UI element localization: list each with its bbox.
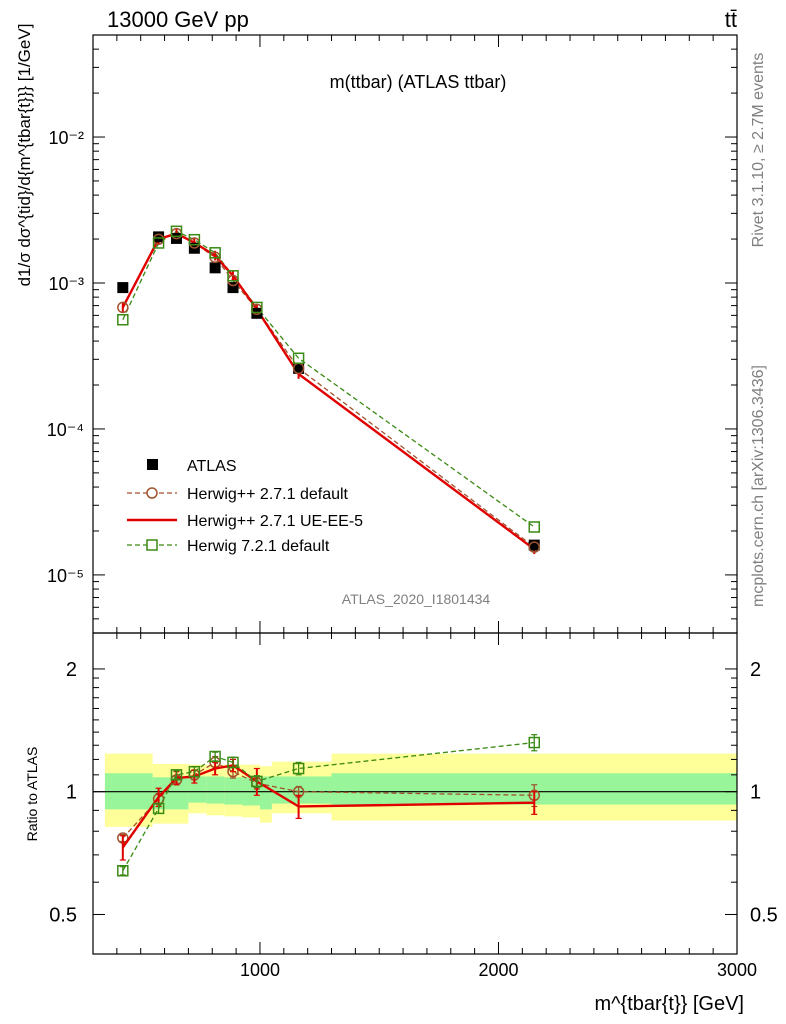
process-label: tt̄: [725, 7, 737, 32]
ratio-axis-ticks: 1000 2000 3000 0.5 0.5 1 1 2 2: [49, 633, 778, 980]
x-tick-label: 1000: [240, 960, 280, 980]
legend-label-herwig-721-default: Herwig 7.2.1 default: [187, 538, 330, 555]
legend-label-herwig-271-default: Herwig++ 2.7.1 default: [187, 486, 349, 503]
ratio-point: [528, 736, 541, 749]
ratio-point: [188, 765, 201, 778]
ratio-point: [117, 865, 129, 877]
x-axis-label: m^{tbar{t}} [GeV]: [595, 993, 744, 1015]
y-tick-label: 1: [66, 782, 77, 804]
y-tick-label-right: 2: [750, 659, 761, 681]
y-tick-label: 10⁻²: [48, 128, 84, 148]
main-y-axis-label: d1/σ dσ^{tid}/d{m^{tbar{t}}} [1/GeV]: [15, 24, 34, 287]
uncertainty-band-inner: [259, 776, 272, 810]
data-point: [528, 539, 540, 551]
energy-label: 13000 GeV pp: [107, 7, 249, 32]
legend-label-herwig-271-ueee5: Herwig++ 2.7.1 UE-EE-5: [187, 513, 363, 530]
y-tick-label: 10⁻⁴: [47, 420, 84, 440]
data-point: [227, 282, 239, 294]
legend-label-atlas: ATLAS: [187, 458, 237, 475]
legend-marker-atlas: [147, 459, 158, 470]
data-point: [152, 237, 165, 249]
ratio-point: [292, 762, 305, 775]
data-point: [293, 362, 305, 374]
x-tick-label: 2000: [478, 960, 518, 980]
ratio-plot: Ratio to ATLAS m^{tbar{t}} [GeV] 1000 200…: [24, 632, 778, 1015]
uncertainty-band-inner: [206, 776, 225, 804]
data-point: [528, 521, 541, 533]
source-label: mcplots.cern.ch [arXiv:1306.3436]: [750, 365, 767, 607]
main-series-layer: [117, 225, 541, 555]
legend: ATLAS Herwig++ 2.7.1 default Herwig++ 2.…: [127, 458, 363, 555]
data-point: [227, 270, 239, 282]
data-point: [292, 352, 305, 365]
data-point: [528, 541, 541, 553]
ratio-point: [251, 775, 263, 788]
ratio-frame: [92, 632, 738, 955]
data-point: [153, 231, 165, 243]
ratio-point: [152, 802, 165, 815]
y-tick-label-right: 0.5: [750, 904, 778, 926]
data-point: [170, 225, 183, 238]
ratio-point: [209, 750, 221, 763]
ratio-y-axis-label: Ratio to ATLAS: [24, 747, 40, 842]
data-point: [209, 262, 221, 274]
main-title: m(ttbar) (ATLAS ttbar): [330, 72, 507, 92]
data-point: [117, 282, 129, 294]
rivet-version-label: Rivet 3.1.10, ≥ 2.7M events: [750, 53, 767, 248]
y-tick-label-right: 1: [750, 782, 761, 804]
uncertainty-band-inner: [224, 777, 243, 805]
data-point: [251, 307, 263, 319]
data-point: [251, 301, 263, 314]
y-tick-label: 0.5: [49, 904, 77, 926]
x-tick-label: 3000: [717, 960, 757, 980]
y-tick-label: 10⁻³: [48, 274, 84, 294]
data-point: [117, 313, 129, 326]
legend-marker-herwig-721-default: [146, 539, 158, 551]
uncertainty-band-inner: [188, 776, 207, 803]
main-axis-ticks: 10⁻⁵ 10⁻⁴ 10⁻³ 10⁻²: [47, 34, 738, 634]
analysis-watermark: ATLAS_2020_I1801434: [342, 591, 491, 607]
data-point: [209, 247, 221, 259]
y-tick-label: 10⁻⁵: [47, 566, 84, 586]
data-point: [188, 233, 201, 246]
ratio-series-layer: [117, 734, 541, 877]
ratio-point: [227, 756, 239, 769]
y-tick-label: 2: [66, 659, 77, 681]
ratio-uncertainty-bands: [93, 753, 737, 827]
data-point: [117, 301, 129, 314]
uncertainty-band-inner: [271, 776, 332, 804]
ratio-point: [170, 769, 183, 781]
main-plot: m(ttbar) (ATLAS ttbar) ATLAS_2020_I18014…: [15, 24, 738, 634]
series-line: [122, 230, 535, 528]
legend-marker-herwig-271-default: [146, 487, 158, 499]
